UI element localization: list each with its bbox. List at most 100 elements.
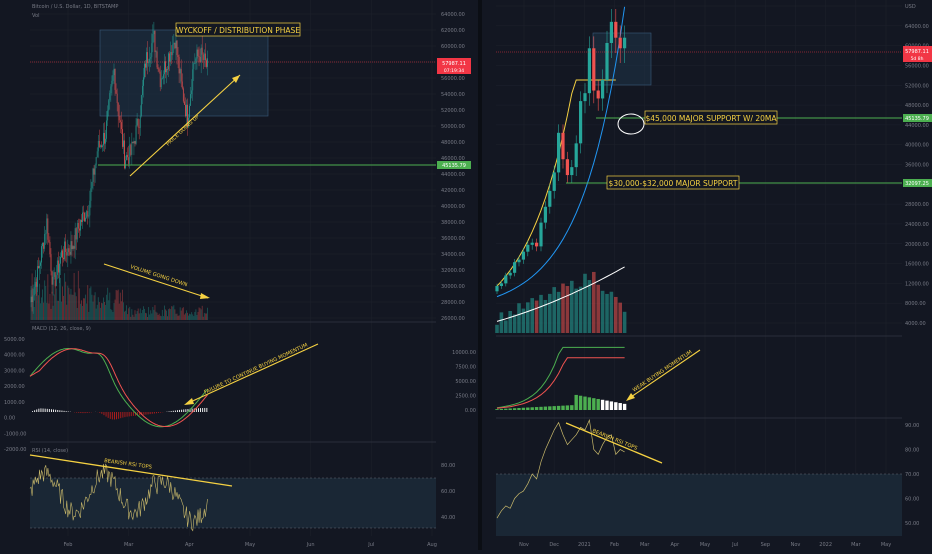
left-candle-body — [144, 64, 145, 78]
left-candle-body — [145, 64, 146, 68]
left-candle-body — [198, 50, 199, 57]
left-macd-histogram-bar — [129, 412, 130, 416]
right-candle-body — [570, 167, 573, 175]
left-candle-body — [103, 133, 104, 146]
left-volume-bar — [106, 295, 107, 320]
left-macd-label: MACD (12, 26, close, 9) — [32, 326, 91, 332]
left-candle-body — [55, 272, 56, 286]
left-volume-bar — [190, 314, 191, 320]
right-macd-histogram-bar — [623, 404, 626, 410]
left-volume-bar — [97, 305, 98, 320]
left-volume-bar — [67, 286, 68, 320]
left-volume-bar — [129, 307, 130, 320]
left-candle-body — [63, 258, 64, 259]
left-macd-histogram-bar — [133, 412, 134, 416]
left-candle-body — [45, 234, 46, 235]
left-candle-body — [73, 246, 74, 249]
left-volume-bar — [95, 292, 96, 320]
left-macd-histogram-bar — [41, 408, 42, 412]
left-candle-body — [128, 157, 129, 164]
left-macd-histogram-bar — [152, 412, 153, 414]
left-macd-histogram-bar — [116, 412, 117, 419]
left-volume-bar — [88, 312, 89, 320]
left-volume-bar — [71, 289, 72, 320]
left-volume-bar — [191, 312, 192, 320]
left-candle-body — [192, 69, 193, 90]
left-volume-bar — [74, 273, 75, 320]
left-candle-body — [67, 248, 68, 255]
left-volume-bar — [157, 313, 158, 320]
right-volume-bar — [561, 284, 565, 333]
right-macd-histogram-bar — [517, 408, 520, 410]
left-macd-histogram-bar — [150, 412, 151, 414]
left-volume-bar — [207, 308, 208, 320]
left-macd-histogram-bar — [120, 412, 121, 418]
right-volume-bar — [618, 303, 622, 333]
left-candle-body — [183, 88, 184, 101]
left-volume-bar — [79, 288, 80, 320]
right-volume-bar — [566, 286, 570, 333]
left-macd-histogram-bar — [87, 412, 88, 413]
left-time-tick-0: Feb — [64, 542, 73, 548]
left-volume-bar — [98, 297, 99, 320]
right-candle-body — [597, 91, 600, 99]
right-candle-body — [500, 283, 503, 286]
left-candle-body — [200, 57, 201, 62]
left-candle-body — [127, 155, 128, 157]
left-macd-histogram-bar — [101, 412, 102, 414]
left-volume-bar — [204, 313, 205, 320]
right-volume-bar — [610, 292, 614, 333]
left-volume-bar — [177, 314, 178, 320]
right-rsi-band — [496, 474, 902, 536]
right-candle-body — [531, 243, 534, 245]
left-volume-bar — [80, 304, 81, 320]
right-candle-body — [548, 191, 551, 207]
left-candle-body — [117, 94, 118, 103]
left-candle-body — [124, 141, 125, 169]
left-candle-body — [158, 67, 159, 69]
left-volume-bar — [121, 301, 122, 320]
right-time-tick-8: Sep — [761, 542, 770, 548]
left-volume-bar — [53, 306, 54, 320]
left-macd-histogram-bar — [76, 412, 77, 413]
left-candle-body — [91, 188, 92, 201]
right-volume-bar — [579, 287, 583, 333]
right-price-tick-15: 8000.00 — [905, 301, 926, 307]
left-candle-body — [207, 58, 208, 67]
left-volume-bar — [85, 295, 86, 320]
left-candle-body — [184, 101, 185, 104]
left-price-tick-18: 28000.00 — [441, 300, 465, 306]
right-price-tick-11: 24000.00 — [905, 222, 929, 228]
right-macd-histogram-bar — [522, 408, 525, 410]
left-candle-body — [179, 57, 180, 73]
left-volume-bar — [161, 316, 162, 320]
left-candle-body — [125, 160, 126, 168]
right-macd-histogram-bar — [561, 406, 564, 410]
left-candle-body — [164, 61, 165, 74]
left-macd-histogram-bar — [148, 412, 149, 414]
left-macd-histogram-bar — [51, 409, 52, 412]
right-macd-histogram-bar — [614, 402, 617, 410]
left-candle-body — [79, 229, 80, 231]
left-volume-bar — [131, 309, 132, 320]
right-macd-histogram-bar — [601, 400, 604, 410]
right-candle-body — [561, 133, 564, 159]
right-volume-bar — [592, 272, 596, 333]
left-time-tick-2: Apr — [185, 542, 195, 548]
left-candle-body — [44, 234, 45, 249]
left-candle-body — [108, 100, 109, 110]
left-volume-bar — [54, 294, 55, 320]
left-candle-body — [75, 228, 76, 249]
left-macd-histogram-bar — [47, 409, 48, 412]
left-candle-body — [113, 75, 114, 81]
left-macd-histogram-bar — [64, 411, 65, 412]
left-volume-bar — [178, 316, 179, 320]
left-volume-bar — [154, 310, 155, 320]
left-candle-body — [70, 252, 71, 255]
left-candle-body — [92, 182, 93, 188]
left-price-tick-12: 40000.00 — [441, 204, 465, 210]
right-volume-bar — [588, 280, 592, 333]
left-candle-body — [185, 105, 186, 116]
left-candle-body — [39, 266, 40, 268]
right-candle-body — [614, 22, 617, 38]
